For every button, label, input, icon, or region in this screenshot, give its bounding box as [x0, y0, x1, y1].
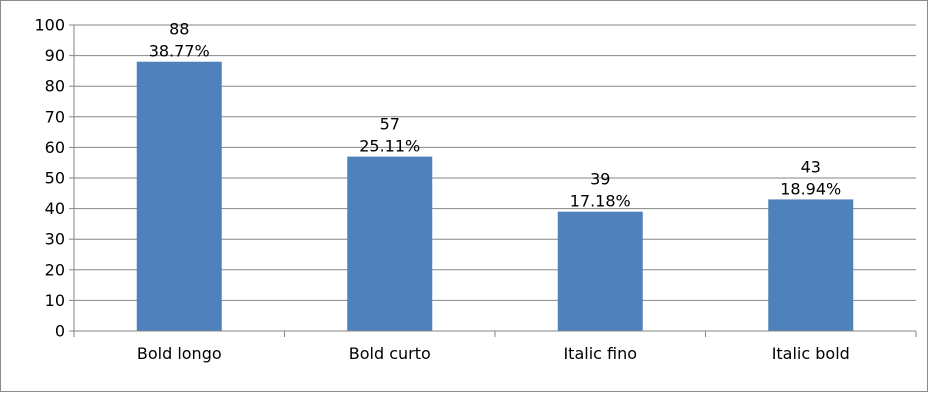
value-label: 57 — [380, 115, 400, 134]
y-tick-label: 70 — [45, 107, 65, 126]
y-tick-label: 50 — [45, 169, 65, 188]
percent-label: 25.11% — [359, 137, 420, 156]
bar — [347, 156, 433, 331]
y-tick-label: 20 — [45, 260, 65, 279]
value-label: 43 — [801, 157, 821, 176]
data-labels: 88 38.77% 57 25.11% 39 17.18% 43 18.94% — [149, 20, 842, 211]
y-tick-label: 90 — [45, 46, 65, 65]
y-tick-label: 60 — [45, 138, 65, 157]
y-tick-label: 30 — [45, 230, 65, 249]
y-tick-label: 10 — [45, 291, 65, 310]
y-tick-label: 0 — [55, 322, 65, 341]
x-tick-label: Italic bold — [772, 344, 850, 363]
x-tick-label: Bold curto — [349, 344, 431, 363]
y-tick-label: 100 — [34, 16, 65, 35]
bar — [136, 61, 222, 331]
y-tick-labels: 0 10 20 30 40 50 60 70 80 90 100 — [34, 16, 65, 341]
percent-label: 17.18% — [570, 192, 631, 211]
percent-label: 38.77% — [149, 42, 210, 61]
percent-label: 18.94% — [780, 179, 841, 198]
x-tick-label: Italic fino — [563, 344, 637, 363]
axes — [69, 24, 917, 337]
bar — [557, 211, 643, 331]
value-label: 39 — [590, 170, 610, 189]
bar — [768, 199, 854, 331]
y-tick-label: 80 — [45, 77, 65, 96]
y-tick-label: 40 — [45, 199, 65, 218]
x-tick-labels: Bold longo Bold curto Italic fino Italic bo… — [137, 344, 850, 363]
bars — [136, 61, 854, 331]
value-label: 88 — [169, 20, 189, 39]
x-tick-label: Bold longo — [137, 344, 222, 363]
